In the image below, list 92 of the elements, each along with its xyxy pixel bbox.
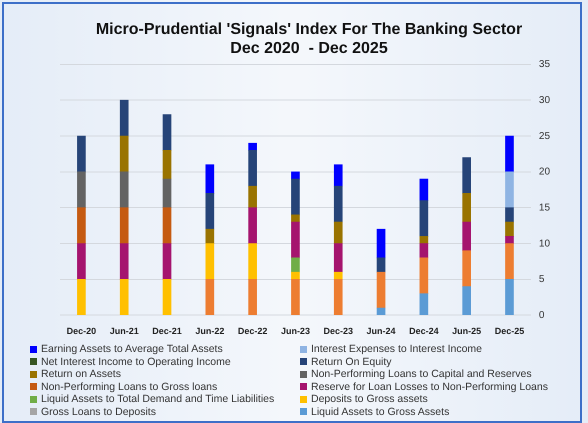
bar: [162, 279, 172, 316]
legend-label: Reserve for Loan Losses to Non-Performing Loans: [311, 380, 548, 393]
x-tick-label: Dec-20: [66, 326, 96, 336]
x-tick-label: Dec-23: [323, 326, 354, 336]
bar: [376, 308, 386, 316]
x-tick-label: Dec-25: [494, 326, 524, 336]
bar: [505, 172, 514, 208]
y-tick-label: 10: [538, 238, 550, 250]
legend-label: Gross Loans to Deposits: [41, 406, 156, 418]
bar: [420, 293, 428, 316]
bar: [205, 243, 214, 280]
bar: [334, 243, 343, 273]
y-tick-label: 25: [538, 130, 550, 142]
x-tick-label: Dec-22: [238, 326, 268, 336]
legend-label: Return on Assets: [41, 368, 121, 380]
legend-label: Deposits to Gross assets: [311, 393, 428, 406]
bar: [77, 172, 86, 208]
x-tick-label: Jun-21: [110, 326, 139, 336]
bar: [162, 178, 172, 208]
bar: [248, 186, 257, 208]
y-tick-label: 5: [538, 274, 545, 286]
bar: [505, 207, 514, 222]
y-tick-label: 30: [538, 94, 550, 106]
bar: [248, 279, 257, 316]
bar: [205, 164, 214, 194]
legend-label: Liquid Assets to Gross Assets: [311, 406, 450, 418]
x-tick-label: Jun-23: [280, 326, 310, 336]
bar: [120, 279, 129, 316]
x-tick-label: Jun-22: [195, 326, 224, 336]
legend-label: Net Interest Income to Operating Income: [41, 356, 231, 368]
bar: [334, 279, 343, 316]
bar: [420, 178, 428, 201]
bar: [334, 222, 343, 244]
bar: [248, 243, 257, 280]
bar: [120, 207, 129, 244]
bar: [77, 136, 86, 172]
bar: [420, 258, 428, 294]
bar: [505, 279, 514, 316]
y-tick-label: 0: [538, 310, 545, 321]
bar: [462, 286, 471, 316]
bar: [205, 228, 214, 244]
bar: [77, 279, 86, 316]
x-tick-label: Dec-21: [152, 326, 182, 336]
bar: [420, 200, 428, 237]
bar: [205, 279, 214, 316]
bar: [248, 207, 257, 244]
bar: [291, 178, 300, 216]
bar: [77, 207, 86, 244]
bar: [291, 279, 300, 316]
bar: [505, 243, 514, 280]
bar: [420, 243, 428, 258]
bar: [334, 186, 343, 222]
legend-label: Non-Performing Loans to Capital and Reserves: [311, 368, 532, 380]
bar: [291, 258, 300, 273]
bar: [334, 164, 343, 187]
bar: [120, 136, 129, 172]
bar: [162, 243, 172, 280]
legend-label: Earning Assets to Average Total Assets: [41, 343, 223, 356]
bar: [162, 150, 172, 180]
bar: [291, 214, 300, 222]
bar: [120, 100, 129, 136]
legend-label: Liquid Assets to Total Demand and Time Liabilities: [41, 393, 274, 406]
x-tick-label: Dec-24: [409, 326, 439, 336]
bar: [162, 207, 172, 244]
bar: [462, 193, 471, 222]
y-tick-label: 15: [538, 202, 550, 214]
bar: [376, 272, 386, 308]
bar: [77, 243, 86, 280]
x-tick-label: Jun-24: [366, 326, 396, 336]
bar: [162, 114, 172, 151]
y-tick-label: 35: [538, 59, 550, 70]
y-tick-label: 20: [538, 166, 550, 178]
chart-title: Micro-Prudential 'Signals' Index For The Banking Sector Dec 2020 - Dec 2025: [96, 21, 522, 58]
bar: [376, 228, 386, 258]
bar: [505, 236, 514, 244]
bar: [462, 250, 471, 287]
bar: [376, 258, 386, 273]
bar: [120, 243, 129, 280]
bar: [291, 272, 300, 280]
bar: [505, 136, 514, 172]
bar: [291, 222, 300, 258]
bar: [248, 150, 257, 187]
bar: [291, 172, 300, 180]
legend-label: Return On Equity: [311, 356, 392, 368]
bar: [120, 172, 129, 208]
bar: [462, 157, 471, 194]
bar: [205, 193, 214, 230]
x-tick-label: Jun-25: [452, 326, 482, 336]
legend-label: Non-Performing Loans to Gross loans: [41, 380, 218, 393]
legend-label: Interest Expenses to Interest Income: [311, 343, 482, 356]
bar: [505, 222, 514, 237]
bar: [462, 222, 471, 252]
